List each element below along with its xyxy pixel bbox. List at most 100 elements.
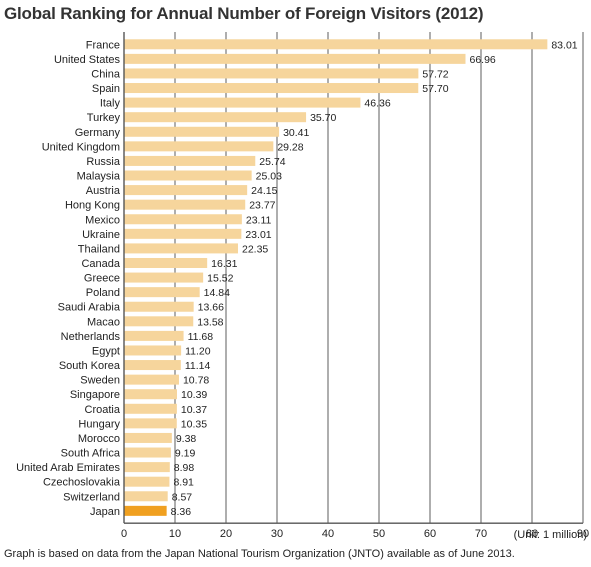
category-label: Czechoslovakia	[43, 477, 121, 489]
category-label: Japan	[90, 506, 120, 518]
category-label: Thailand	[78, 243, 120, 255]
value-label: 10.35	[181, 418, 207, 430]
value-label: 57.70	[422, 83, 448, 95]
category-label: Croatia	[85, 404, 121, 416]
bar	[124, 301, 194, 312]
value-label: 10.37	[181, 404, 207, 416]
category-label: Hungary	[78, 418, 120, 430]
category-label: Germany	[75, 127, 121, 139]
bar	[124, 462, 170, 473]
bar	[124, 214, 242, 225]
bar	[124, 199, 246, 210]
value-label: 15.52	[207, 273, 233, 285]
bar	[124, 185, 248, 196]
value-label: 29.28	[277, 141, 303, 153]
value-label: 11.68	[188, 331, 214, 343]
category-label: Turkey	[87, 112, 121, 124]
x-tick-label: 70	[475, 528, 487, 540]
category-label: Ukraine	[82, 229, 120, 241]
category-label: South Africa	[61, 448, 121, 460]
category-label: Morocco	[78, 433, 120, 445]
value-label: 57.72	[422, 68, 448, 80]
value-label: 8.91	[173, 477, 194, 489]
category-label: United Kingdom	[42, 141, 120, 153]
bar	[124, 170, 252, 181]
chart-title: Global Ranking for Annual Number of Fore…	[4, 4, 484, 23]
value-label: 8.98	[174, 462, 195, 474]
category-label: Mexico	[85, 214, 120, 226]
bar	[124, 360, 181, 371]
bar	[124, 39, 548, 50]
value-label: 9.19	[175, 448, 196, 460]
bar	[124, 228, 242, 239]
bar	[124, 374, 179, 385]
x-tick-label: 50	[373, 528, 385, 540]
bar	[124, 272, 204, 283]
category-label: Greece	[84, 273, 120, 285]
value-label: 13.66	[198, 302, 224, 314]
bar	[124, 83, 419, 94]
x-tick-label: 30	[271, 528, 283, 540]
x-tick-label: 90	[577, 528, 589, 540]
x-tick-label: 80	[526, 528, 538, 540]
category-label: Spain	[92, 83, 120, 95]
bar	[124, 476, 170, 487]
category-label: Netherlands	[61, 331, 121, 343]
value-label: 10.78	[183, 375, 209, 387]
category-label: Malaysia	[77, 171, 121, 183]
category-label: Saudi Arabia	[58, 302, 121, 314]
value-label: 30.41	[283, 127, 309, 139]
value-label: 16.31	[211, 258, 237, 270]
bar	[124, 345, 182, 356]
bar	[124, 491, 168, 502]
bar	[124, 330, 184, 341]
value-label: 9.38	[176, 433, 197, 445]
value-label: 11.14	[185, 360, 211, 372]
value-label: 22.35	[242, 243, 268, 255]
bar	[124, 505, 167, 516]
value-label: 66.96	[469, 54, 495, 66]
category-label: Russia	[86, 156, 121, 168]
x-tick-label: 0	[121, 528, 127, 540]
category-label: Switzerland	[63, 491, 120, 503]
bar	[124, 155, 256, 166]
x-tick-label: 40	[322, 528, 334, 540]
category-label: France	[86, 39, 120, 51]
category-label: Hong Kong	[65, 200, 120, 212]
category-label: Italy	[100, 98, 121, 110]
category-label: United States	[54, 54, 121, 66]
bar	[124, 141, 274, 152]
category-label: Canada	[81, 258, 120, 270]
bar	[124, 316, 194, 327]
value-label: 13.58	[197, 316, 223, 328]
category-label: United Arab Emirates	[16, 462, 120, 474]
x-tick-label: 20	[220, 528, 232, 540]
category-label: Austria	[86, 185, 121, 197]
value-label: 8.57	[172, 491, 193, 503]
bar	[124, 68, 419, 79]
footnote: Graph is based on data from the Japan Na…	[4, 548, 515, 560]
unit-label: (Unit: 1 million)	[513, 529, 587, 541]
category-label: Singapore	[70, 389, 120, 401]
bar	[124, 389, 177, 400]
value-label: 14.84	[204, 287, 230, 299]
value-label: 10.39	[181, 389, 207, 401]
x-tick-label: 60	[424, 528, 436, 540]
value-label: 11.20	[185, 345, 211, 357]
value-label: 35.70	[310, 112, 336, 124]
category-label: Egypt	[92, 345, 120, 357]
x-tick-label: 10	[169, 528, 181, 540]
bar	[124, 447, 171, 458]
value-label: 23.11	[246, 214, 272, 226]
bar	[124, 243, 238, 254]
bar	[124, 418, 177, 429]
bar	[124, 432, 172, 443]
bar	[124, 287, 200, 298]
category-label: Poland	[86, 287, 120, 299]
bar	[124, 53, 466, 64]
bar	[124, 257, 208, 268]
value-label: 23.01	[245, 229, 271, 241]
value-label: 8.36	[171, 506, 192, 518]
bar	[124, 112, 307, 123]
